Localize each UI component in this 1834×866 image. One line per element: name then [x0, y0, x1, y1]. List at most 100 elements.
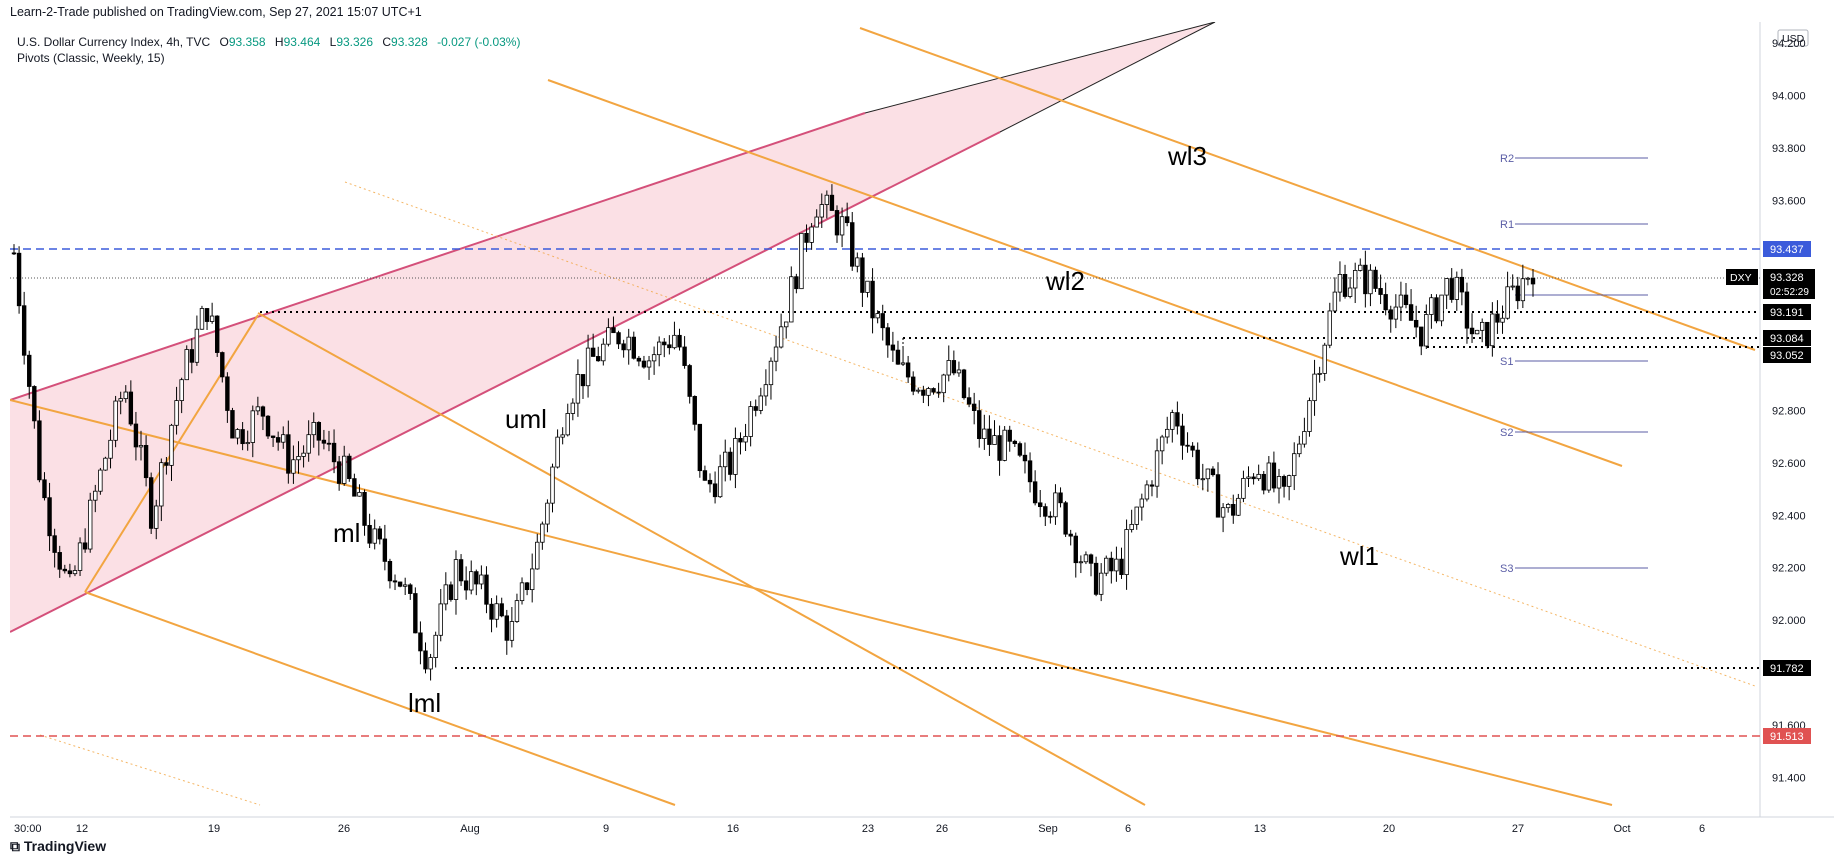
candle-body	[260, 406, 266, 417]
candle-body	[1185, 444, 1190, 447]
candle-body	[397, 581, 403, 587]
time-axis[interactable]: 30:00 12 19 26 Aug 9 16 23 26 Sep 6 13 20 27 Oct 6	[14, 823, 1705, 835]
candle-body	[1109, 557, 1114, 572]
candle-body	[453, 559, 459, 600]
legend-symbol: U.S. Dollar Currency Index, 4h, TVC	[17, 35, 211, 49]
candle-body	[1266, 462, 1272, 491]
time-tick-label: 27	[1512, 823, 1524, 835]
lower-median-line	[84, 591, 676, 806]
candle-body	[484, 574, 489, 605]
candle-body	[21, 305, 27, 356]
candle-body	[1170, 412, 1175, 430]
candle-body	[824, 194, 830, 205]
legend-low: 93.326	[336, 35, 373, 49]
annotation-uml: uml	[505, 404, 547, 434]
price-tick-label: 92.000	[1772, 615, 1806, 627]
candle-body	[1043, 506, 1048, 517]
candle-body	[413, 593, 418, 634]
candle-body	[738, 438, 743, 443]
lower-dotted-line	[39, 734, 261, 806]
candle-body	[1236, 497, 1241, 516]
candle-body	[1246, 476, 1251, 479]
legend-close-label: C	[382, 35, 391, 49]
candle-body	[32, 386, 37, 422]
candle-body	[529, 568, 535, 591]
candle-body	[423, 650, 428, 670]
candle-body	[1413, 319, 1419, 328]
candle-body	[540, 523, 545, 543]
candle-body	[469, 571, 474, 591]
symbol-badge-text: DXY	[1730, 272, 1752, 284]
candle-body	[829, 194, 835, 211]
wedge-lower-extension	[999, 22, 1216, 133]
candle-body	[1337, 274, 1343, 293]
price-tick-label: 91.400	[1772, 773, 1806, 785]
candle-body	[1398, 294, 1404, 308]
price-badge-93052: 93.052	[1763, 347, 1811, 363]
median-line	[10, 399, 1613, 806]
candle-body	[215, 315, 220, 353]
candle-body	[347, 455, 352, 480]
candle-body	[1032, 481, 1038, 504]
candle-body	[1342, 274, 1348, 297]
candle-body	[428, 657, 433, 670]
price-badge-91782-text: 91.782	[1770, 663, 1804, 675]
candle-body	[1104, 557, 1109, 574]
candle-body	[133, 423, 139, 448]
candle-body	[789, 276, 794, 323]
candle-body	[1449, 278, 1454, 300]
candle-body	[103, 457, 108, 471]
candle-body	[1048, 515, 1053, 518]
candle-body	[392, 580, 398, 583]
candle-body	[1485, 321, 1490, 347]
candle-body	[911, 376, 916, 392]
candle-body	[524, 582, 530, 591]
candle-body	[697, 423, 703, 472]
candle-body	[1490, 313, 1495, 347]
legend-change: -0.027 (-0.03%)	[437, 35, 520, 49]
candle-body	[42, 479, 47, 499]
price-badge-93437-text: 93.437	[1770, 244, 1804, 256]
candle-body	[1012, 440, 1018, 445]
legend-open-label: O	[220, 35, 229, 49]
candle-body	[1149, 484, 1155, 487]
candle-body	[362, 491, 367, 526]
candle-body	[651, 354, 657, 362]
candle-body	[1078, 561, 1084, 564]
candle-body	[890, 344, 896, 351]
currency-badge[interactable]	[1777, 29, 1809, 47]
candle-body	[57, 552, 62, 570]
candle-body	[1002, 429, 1007, 461]
candle-body	[1530, 277, 1536, 285]
price-badge-93084-text: 93.084	[1770, 333, 1804, 345]
candle-body	[88, 499, 93, 550]
candle-body	[677, 334, 682, 348]
candle-body	[499, 603, 504, 617]
candle-body	[1165, 428, 1170, 438]
annotation-ml: ml	[333, 518, 360, 548]
price-tick-label: 93.600	[1772, 195, 1806, 207]
candle-body	[123, 391, 128, 400]
candle-body	[753, 406, 758, 411]
candle-body	[946, 360, 951, 376]
candle-body	[1429, 297, 1434, 315]
candle-body	[1297, 443, 1302, 455]
candle-body	[1393, 306, 1399, 320]
candle-body	[1205, 468, 1211, 480]
candle-body	[728, 451, 733, 475]
candle-body	[1027, 460, 1033, 483]
candle-body	[758, 395, 763, 411]
candle-body	[448, 584, 454, 600]
candle-body	[860, 257, 865, 293]
time-tick-label: Aug	[460, 823, 480, 835]
candle-body	[494, 603, 499, 620]
candle-body	[616, 332, 621, 345]
tradingview-brand: TradingView	[23, 838, 107, 854]
time-tick-label: 23	[862, 823, 874, 835]
candle-body	[1220, 507, 1226, 518]
tradingview-logo-icon: ⧉	[10, 838, 20, 854]
wedge-upper-extension	[864, 22, 1216, 114]
candle-body	[550, 466, 555, 504]
candle-body	[545, 502, 550, 525]
